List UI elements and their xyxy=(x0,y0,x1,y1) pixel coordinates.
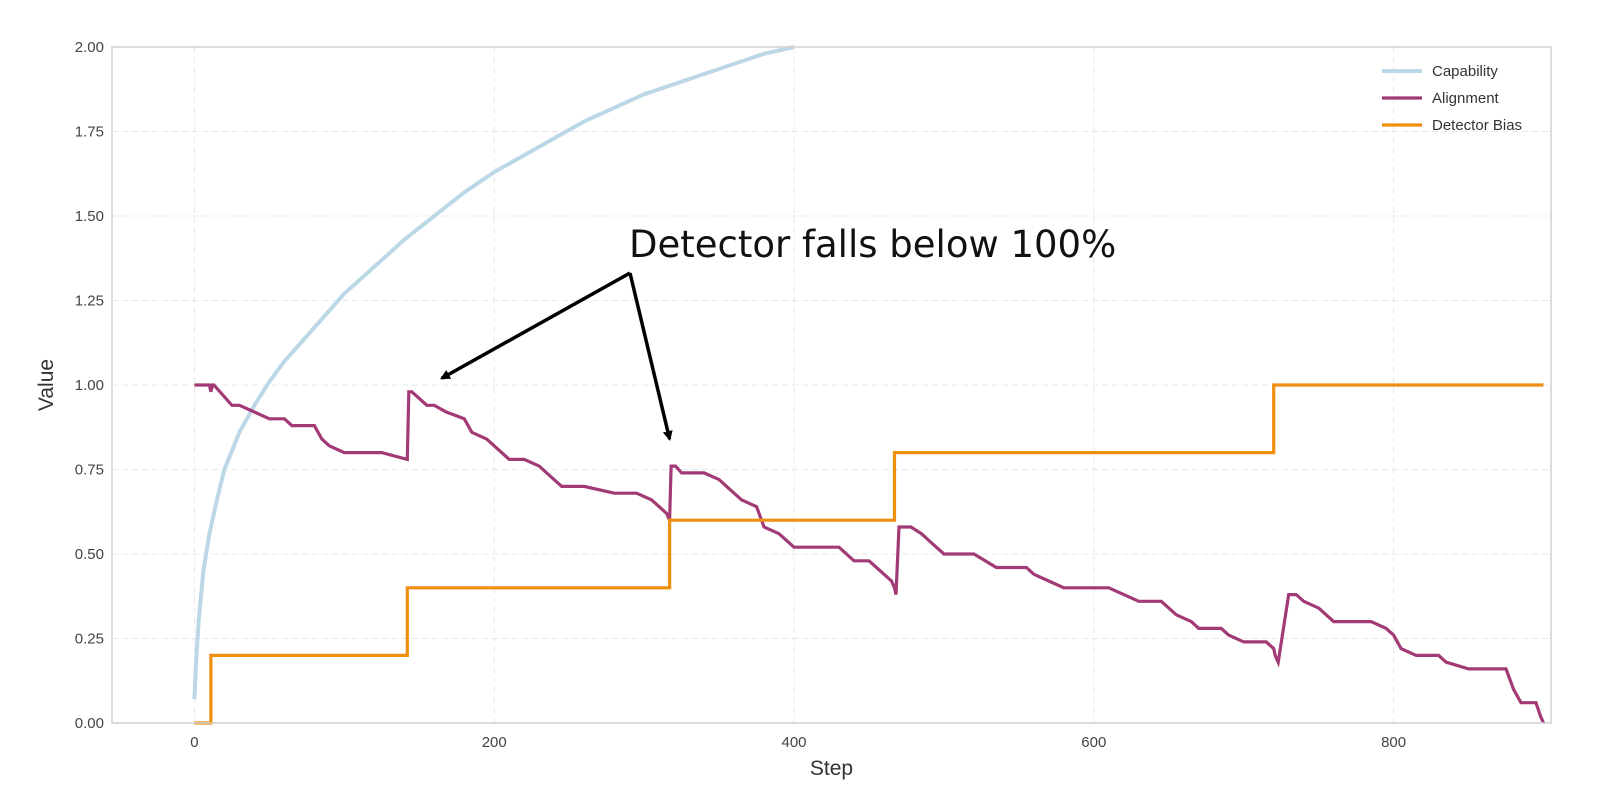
series-lines xyxy=(192,45,1545,725)
y-axis-label: Value xyxy=(35,359,58,411)
y-tick-label: 2.00 xyxy=(75,39,104,56)
y-tick-label: 0.50 xyxy=(75,546,104,563)
y-tick-label: 1.75 xyxy=(75,124,104,141)
x-tick-label: 600 xyxy=(1081,734,1106,751)
grid xyxy=(112,46,1551,724)
y-tick-label: 0.25 xyxy=(75,631,104,648)
annotation: Detector falls below 100% xyxy=(440,223,1116,442)
annotation-arrow xyxy=(628,272,673,442)
y-tick-label: 1.50 xyxy=(75,208,104,225)
legend-label-capability: Capability xyxy=(1432,63,1498,80)
axis-ticks: 0 200 400 600 800 0.00 0.25 0.50 0.75 1.00 1.25 1.5… xyxy=(75,39,1406,751)
alignment-line xyxy=(194,383,1545,724)
annotation-text: Detector falls below 100% xyxy=(629,223,1116,266)
x-axis-label: Step xyxy=(810,757,853,780)
series-detector-bias xyxy=(194,383,1544,725)
series-capability xyxy=(192,45,795,700)
x-tick-label: 400 xyxy=(782,734,807,751)
x-tick-label: 0 xyxy=(190,734,198,751)
plot-frame xyxy=(111,46,1552,724)
capability-line xyxy=(192,45,795,700)
y-tick-label: 1.00 xyxy=(75,377,104,394)
y-tick-label: 0.00 xyxy=(75,715,104,732)
legend-label-alignment: Alignment xyxy=(1432,90,1500,107)
y-tick-label: 1.25 xyxy=(75,293,104,310)
detector-bias-line xyxy=(194,383,1544,725)
x-tick-label: 800 xyxy=(1381,734,1406,751)
y-tick-label: 0.75 xyxy=(75,462,104,479)
x-tick-label: 200 xyxy=(482,734,507,751)
annotation-arrow xyxy=(440,271,631,380)
legend-label-detector-bias: Detector Bias xyxy=(1432,117,1522,134)
legend: Capability Alignment Detector Bias xyxy=(1382,63,1522,134)
series-alignment xyxy=(194,383,1545,724)
